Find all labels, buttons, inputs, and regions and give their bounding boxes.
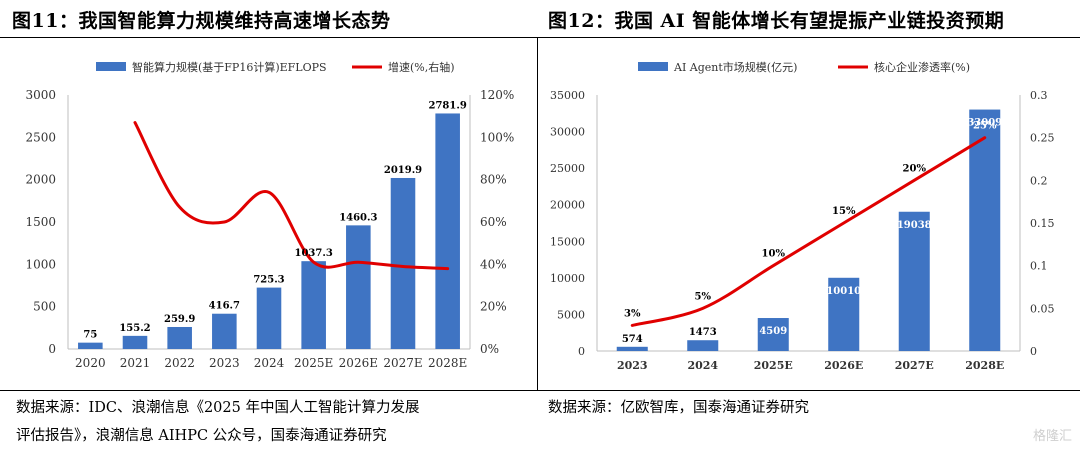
left-y2tick-label: 40% xyxy=(480,257,507,271)
left-bar-value-label: 155.2 xyxy=(119,323,150,334)
left-ytick-label: 0 xyxy=(48,342,56,356)
right-ytick-label: 15000 xyxy=(550,235,585,248)
left-bar xyxy=(435,113,460,350)
right-bar xyxy=(757,318,789,351)
left-bar xyxy=(301,261,326,349)
left-xtick-label: 2021 xyxy=(120,356,151,370)
right-ytick-label: 35000 xyxy=(550,89,585,102)
right-bar xyxy=(616,346,648,351)
left-bar-value-label: 1460.3 xyxy=(339,212,377,223)
right-ytick-label: 25000 xyxy=(550,162,585,175)
right-line-value-label: 20% xyxy=(903,163,927,174)
left-bar xyxy=(78,342,103,349)
right-xtick-label: 2023 xyxy=(617,359,648,372)
left-xtick-label: 2024 xyxy=(254,356,285,370)
right-line-value-label: 3% xyxy=(624,308,641,319)
left-xtick-label: 2025E xyxy=(294,356,333,370)
right-xtick-label: 2028E xyxy=(965,359,1004,372)
left-bar-value-label: 2019.9 xyxy=(384,165,422,176)
right-xtick-label: 2027E xyxy=(895,359,934,372)
left-bar-value-label: 2781.9 xyxy=(429,100,467,111)
left-y2tick-label: 100% xyxy=(480,130,514,144)
left-growth-line xyxy=(133,121,450,271)
right-ytick-label: 20000 xyxy=(550,199,585,212)
right-y2tick-label: 0.15 xyxy=(1030,217,1055,230)
right-legend-line-label: 核心企业渗透率(%) xyxy=(874,60,970,74)
right-ytick-label: 5000 xyxy=(557,308,585,321)
right-bar xyxy=(898,211,930,351)
left-y2tick-label: 80% xyxy=(480,173,507,187)
right-source: 数据来源：亿欧智库，国泰海通证券研究 xyxy=(548,400,809,416)
left-chart-title: 图11：我国智能算力规模维持高速增长态势 xyxy=(12,10,391,32)
left-xtick-label: 2023 xyxy=(209,356,240,370)
right-xtick-label: 2026E xyxy=(824,359,863,372)
left-xtick-label: 2027E xyxy=(383,356,422,370)
right-bar-value-label: 4509 xyxy=(759,326,787,337)
left-bar xyxy=(122,335,148,349)
right-bar-value-label: 10010 xyxy=(826,286,861,297)
left-bar xyxy=(212,313,237,349)
left-bar xyxy=(167,326,192,349)
right-legend-bar-label: AI Agent市场规模(亿元) xyxy=(673,60,797,74)
right-xtick-label: 2025E xyxy=(754,359,793,372)
top-rule xyxy=(0,37,1080,38)
left-ytick-label: 2500 xyxy=(25,130,56,144)
right-legend-bar-swatch xyxy=(638,62,668,71)
right-y2tick-label: 0.05 xyxy=(1030,302,1055,315)
left-xtick-label: 2028E xyxy=(428,356,467,370)
right-bar xyxy=(687,340,719,351)
right-y2tick-label: 0.25 xyxy=(1030,132,1055,145)
left-legend-bar-swatch xyxy=(96,62,126,71)
left-source-line-1: 数据来源：IDC、浪潮信息《2025 年中国人工智能计算力发展 xyxy=(16,400,420,416)
left-bar-value-label: 416.7 xyxy=(209,301,240,312)
left-chart: 0 500 1000 1500 2000 2500 3000 0% 20% 40% 60% 80% 10… xyxy=(25,60,514,370)
left-ytick-label: 1000 xyxy=(25,257,56,271)
left-bar-value-label: 1037.3 xyxy=(295,248,333,259)
panel-separator xyxy=(537,38,538,390)
right-bar xyxy=(828,277,860,351)
right-line-value-label: 5% xyxy=(695,291,712,302)
right-growth-line xyxy=(630,136,987,327)
right-y2tick-label: 0.2 xyxy=(1030,174,1048,187)
left-y2tick-label: 0% xyxy=(480,342,499,356)
watermark: 格隆汇 xyxy=(1032,429,1072,444)
right-chart: 0 5000 10000 15000 20000 25000 30000 35000 0 0.05… xyxy=(550,60,1055,372)
right-y2tick-label: 0.1 xyxy=(1030,260,1048,273)
left-bar xyxy=(256,287,282,349)
right-bar xyxy=(969,109,1001,351)
right-bar-value-label: 33009 xyxy=(967,118,1002,129)
left-ytick-label: 500 xyxy=(33,300,56,314)
left-y2tick-label: 20% xyxy=(480,300,507,314)
bottom-rule xyxy=(0,390,1080,391)
right-bar-value-label: 574 xyxy=(622,334,643,345)
right-line-value-label: 25% xyxy=(973,121,997,132)
right-y2tick-label: 0.3 xyxy=(1030,89,1048,102)
left-bar xyxy=(390,177,416,349)
right-line-value-label: 15% xyxy=(832,206,856,217)
right-chart-title: 图12：我国 AI 智能体增长有望提振产业链投资预期 xyxy=(548,10,1005,32)
left-bar-value-label: 259.9 xyxy=(164,314,195,325)
left-xtick-label: 2020 xyxy=(75,356,106,370)
right-y2tick-label: 0 xyxy=(1030,345,1037,358)
right-bar-value-label: 1473 xyxy=(689,327,717,338)
right-ytick-label: 10000 xyxy=(550,272,585,285)
right-ytick-label: 0 xyxy=(578,345,585,358)
left-ytick-label: 3000 xyxy=(25,88,56,102)
left-bar-value-label: 75 xyxy=(83,330,97,341)
right-xtick-label: 2024 xyxy=(687,359,718,372)
left-xtick-label: 2026E xyxy=(339,356,378,370)
left-y2tick-label: 60% xyxy=(480,215,507,229)
right-bar-value-label: 19038 xyxy=(897,220,932,231)
left-ytick-label: 2000 xyxy=(25,173,56,187)
left-source-line-2: 评估报告》，浪潮信息 AIHPC 公众号，国泰海通证券研究 xyxy=(16,428,387,444)
left-y2tick-label: 120% xyxy=(480,88,514,102)
left-legend-bar-label: 智能算力规模(基于FP16计算)EFLOPS xyxy=(132,60,327,74)
left-bar-value-label: 725.3 xyxy=(253,275,284,286)
right-line-value-label: 10% xyxy=(762,249,786,260)
left-legend-line-label: 增速(%,右轴) xyxy=(388,60,455,74)
left-bar xyxy=(346,225,371,349)
right-ytick-label: 30000 xyxy=(550,126,585,139)
left-xtick-label: 2022 xyxy=(164,356,195,370)
left-ytick-label: 1500 xyxy=(25,215,56,229)
